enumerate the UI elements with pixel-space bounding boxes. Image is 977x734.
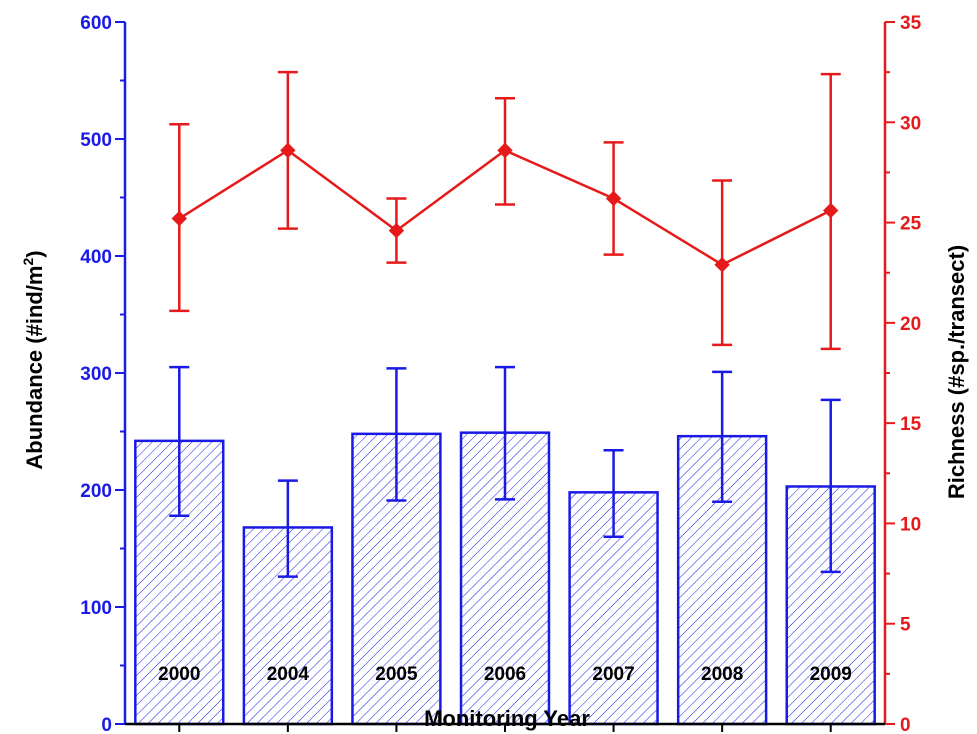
- x-axis-label: Monitoring Year: [424, 706, 590, 731]
- x-tick-label: 2000: [158, 664, 200, 685]
- y-right-tick-label: 30: [900, 113, 921, 134]
- y-right-tick-label: 15: [900, 414, 922, 435]
- x-tick-label: 2009: [810, 664, 852, 685]
- line-point-2005: [388, 222, 405, 239]
- line-point-2007: [605, 190, 622, 207]
- y-right-tick-label: 35: [900, 13, 922, 34]
- y-axis-left-label: Abundance (#ind/m2): [20, 250, 47, 469]
- line-point-2004: [280, 142, 296, 159]
- x-tick-label: 2004: [267, 664, 310, 685]
- x-tick-label: 2006: [484, 664, 526, 685]
- bar-error-2008: [712, 370, 733, 503]
- y-right-tick-label: 0: [900, 715, 911, 734]
- y-right-tick-label: 25: [900, 214, 922, 235]
- bar-error-2007: [603, 448, 624, 539]
- line-point-2008: [714, 256, 730, 273]
- line-point-2006: [497, 142, 513, 159]
- bar-error-2009: [820, 398, 841, 574]
- y-right-tick-label: 10: [900, 514, 921, 535]
- y-left-tick-label: 500: [80, 130, 112, 151]
- line-series: [169, 70, 841, 351]
- tick-labels: 0 100 200 300 400 500 600 0 5 10 15 20 25 30 35 2000 200…: [80, 13, 921, 734]
- bar-error-2004: [277, 479, 298, 578]
- x-tick-label: 2008: [701, 664, 743, 685]
- y-left-tick-label: 100: [80, 598, 112, 619]
- axes: [115, 21, 895, 732]
- y-axis-left-label-sup: 2: [20, 258, 36, 266]
- y-axis-right-label: Richness (#sp./transect): [944, 245, 969, 499]
- line-point-2000: [171, 210, 187, 227]
- x-tick-label: 2005: [375, 664, 418, 685]
- y-axis-left-label-main: Abundance (#ind/m: [22, 266, 47, 470]
- bar-error-bars: [169, 365, 841, 578]
- y-left-tick-label: 400: [80, 247, 112, 268]
- bar-error-2006: [495, 365, 515, 501]
- y-left-tick-label: 300: [80, 364, 112, 385]
- y-left-tick-label: 0: [101, 715, 112, 734]
- x-tick-label: 2007: [592, 664, 634, 685]
- bar-error-2000: [169, 365, 190, 517]
- bar-2006: [459, 431, 551, 726]
- y-right-tick-label: 5: [900, 615, 911, 636]
- line-point-2009: [823, 202, 839, 219]
- y-axis-left-label-end: ): [22, 250, 47, 257]
- y-right-tick-label: 20: [900, 314, 921, 335]
- bar-error-2005: [386, 367, 407, 502]
- y-left-tick-label: 600: [80, 13, 112, 34]
- y-left-tick-label: 200: [80, 481, 112, 502]
